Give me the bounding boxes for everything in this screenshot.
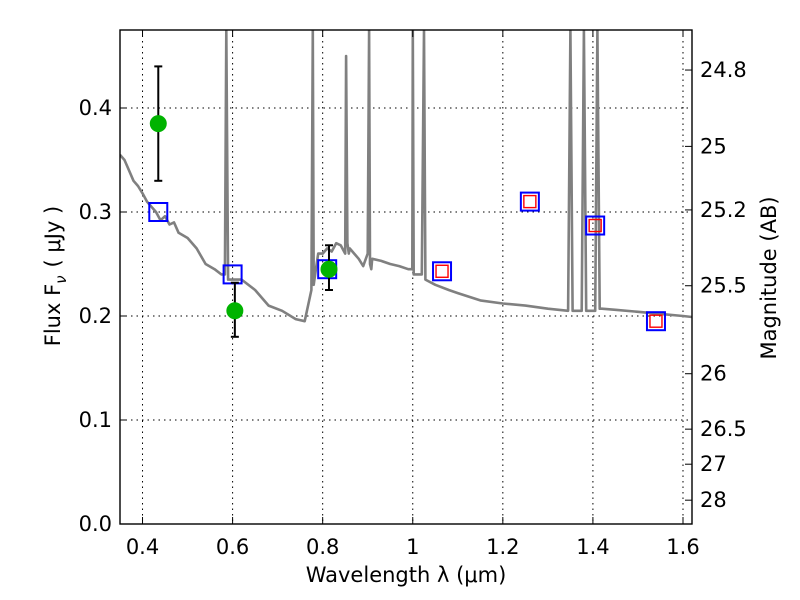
plot-area [120, 30, 692, 338]
model-band-point [585, 215, 606, 236]
y-tick-label: 0.0 [79, 512, 112, 536]
x-tick-label: 1 [406, 535, 419, 559]
y2-tick-label: 24.8 [700, 58, 747, 82]
x-tick-label: 1.2 [486, 535, 519, 559]
x-tick-label: 0.8 [306, 535, 339, 559]
x-axis: 0.4 0.6 0.8 1 1.2 1.4 1.6 [126, 30, 700, 559]
model-band-point [645, 311, 666, 332]
observed-flux-point [149, 115, 167, 133]
y2-tick-label: 26.5 [700, 417, 747, 441]
plot-frame [119, 29, 693, 525]
y-axis: 0.0 0.1 0.2 0.3 0.4 [79, 96, 127, 536]
model-band-point [432, 261, 453, 282]
y2-tick-label: 27 [700, 452, 727, 476]
x-tick-label: 0.6 [216, 535, 249, 559]
y-tick-label: 0.3 [79, 200, 112, 224]
y-axis-label-units: ( μJy ) [41, 206, 65, 268]
y-axis-label-main: Flux F [41, 284, 65, 346]
y-tick-label: 0.1 [79, 408, 112, 432]
y2-tick-label: 28 [700, 488, 727, 512]
observed-flux-point [320, 260, 338, 278]
y-axis-label: Flux Fν ( μJy ) [41, 206, 70, 347]
model-band-point-inner [523, 194, 537, 209]
model-band-point-inner [649, 314, 663, 328]
y2-tick-label: 25 [700, 134, 727, 158]
y2-tick-label: 26 [700, 362, 727, 386]
sed-model-line [120, 30, 692, 323]
model-band-point-inner [435, 264, 449, 278]
y-tick-label: 0.2 [79, 304, 112, 328]
y-axis-label-sub: ν [52, 275, 70, 283]
x-tick-label: 1.4 [576, 535, 609, 559]
y-axis-label-group: Flux Fν ( μJy ) [41, 206, 70, 347]
x-axis-label: Wavelength λ (μm) [306, 563, 507, 587]
y-tick-label: 0.4 [79, 96, 112, 120]
model-band-point [519, 191, 540, 212]
model-band-point-inner [588, 218, 602, 233]
y2-tick-label: 25.2 [700, 198, 747, 222]
grid [120, 30, 692, 524]
x-tick-label: 1.6 [666, 535, 699, 559]
y2-tick-label: 25.5 [700, 274, 747, 298]
model-band-point [148, 202, 169, 222]
y2-axis: 24.8 25 25.2 25.5 26 26.5 27 28 [685, 58, 747, 512]
y2-axis-label: Magnitude (AB) [757, 196, 781, 359]
observed-flux-point [226, 302, 244, 320]
x-tick-label: 0.4 [126, 535, 159, 559]
